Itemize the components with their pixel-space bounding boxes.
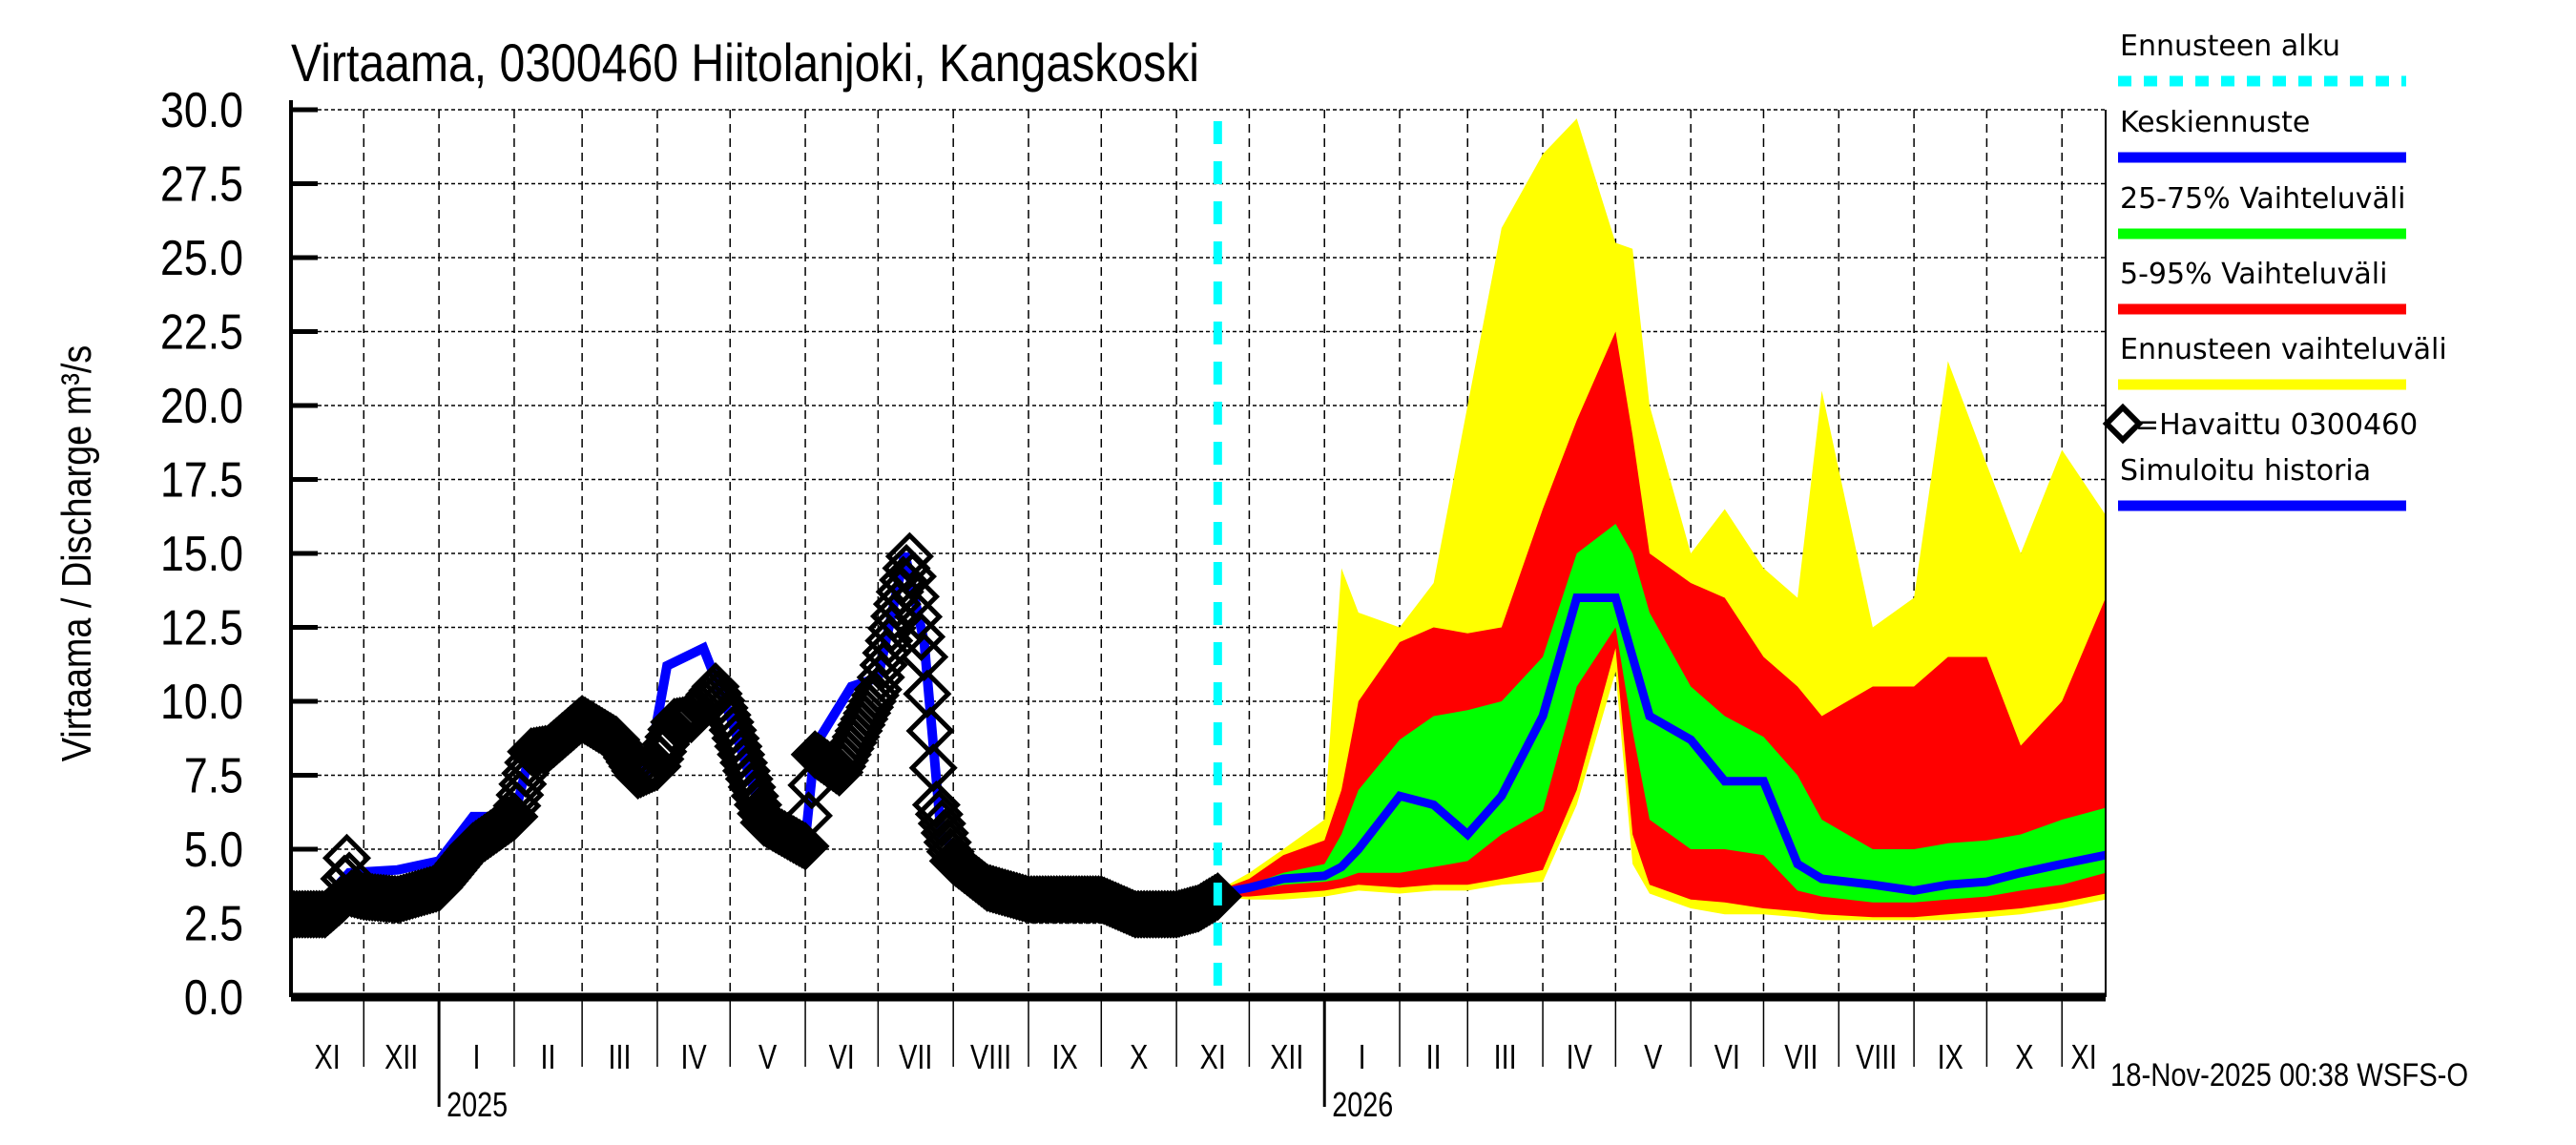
observed-point xyxy=(727,762,777,812)
forecast-bands xyxy=(1217,118,2106,921)
month-label: X xyxy=(2015,1037,2033,1076)
observed-point xyxy=(783,791,833,841)
month-label: XII xyxy=(1270,1037,1303,1076)
y-tick-label: 15.0 xyxy=(160,527,243,582)
legend-label: Ennusteen vaihteluväli xyxy=(2120,333,2447,366)
observed-point xyxy=(914,789,964,839)
month-label: II xyxy=(541,1037,556,1076)
month-label: IV xyxy=(681,1037,707,1076)
y-tick-label: 20.0 xyxy=(160,379,243,434)
month-label: I xyxy=(1359,1037,1366,1076)
month-label: X xyxy=(1130,1037,1148,1076)
axes: 0.0 2.5 5.0 7.5 10.0 12.5 15.0 17.5 20.0 22.5 25.0… xyxy=(160,83,2107,1124)
observed-point xyxy=(724,754,774,803)
month-label: XI xyxy=(315,1037,341,1076)
legend-label: Simuloitu historia xyxy=(2120,454,2371,488)
median-forecast-line xyxy=(1216,593,2106,898)
year-label: 2025 xyxy=(447,1085,508,1124)
month-label: III xyxy=(1494,1037,1517,1076)
observed-point xyxy=(897,612,946,661)
y-tick-label: 12.5 xyxy=(160,600,243,656)
month-label: XI xyxy=(1200,1037,1226,1076)
month-label: IV xyxy=(1567,1037,1592,1076)
timestamp: 18-Nov-2025 00:38 WSFS-O xyxy=(2110,1056,2468,1093)
month-label: VI xyxy=(829,1037,855,1076)
legend-label: Ennusteen alku xyxy=(2120,30,2340,63)
year-label: 2026 xyxy=(1332,1085,1393,1124)
y-tick-label: 22.5 xyxy=(160,304,243,360)
observed-point xyxy=(1193,872,1242,922)
month-label: VII xyxy=(1784,1037,1818,1076)
month-label: VII xyxy=(899,1037,932,1076)
observed-markers xyxy=(291,531,1242,939)
observed-point xyxy=(917,799,966,848)
month-label: XII xyxy=(384,1037,418,1076)
month-label: VIII xyxy=(970,1037,1011,1076)
month-label: VIII xyxy=(1856,1037,1897,1076)
chart-title: Virtaama, 0300460 Hiitolanjoki, Kangasko… xyxy=(291,34,1199,94)
observed-point xyxy=(911,780,961,830)
month-label: I xyxy=(473,1037,481,1076)
legend-label: 5-95% Vaihteluväli xyxy=(2120,258,2387,291)
month-label: IX xyxy=(1938,1037,1963,1076)
y-axis-label: Virtaama / Discharge m³/s xyxy=(52,345,99,761)
observed-point xyxy=(884,531,934,581)
month-label: XI xyxy=(2071,1037,2097,1076)
month-label: V xyxy=(758,1037,777,1076)
month-label: II xyxy=(1426,1037,1442,1076)
legend-diamond-icon xyxy=(2102,403,2144,445)
month-label: III xyxy=(609,1037,632,1076)
legend-label: Keskiennuste xyxy=(2120,106,2310,139)
observed-point xyxy=(890,572,941,621)
y-tick-label: 7.5 xyxy=(184,748,243,803)
observed-point xyxy=(894,592,944,641)
month-label: IX xyxy=(1052,1037,1078,1076)
y-tick-label: 10.0 xyxy=(160,675,243,730)
y-tick-label: 5.0 xyxy=(184,822,243,878)
y-tick-label: 0.0 xyxy=(184,970,243,1026)
y-tick-label: 2.5 xyxy=(184,896,243,951)
month-label: VI xyxy=(1714,1037,1740,1076)
month-label: V xyxy=(1644,1037,1662,1076)
y-tick-label: 25.0 xyxy=(160,231,243,286)
legend: Ennusteen alku Keskiennuste 25-75% Vaihtel… xyxy=(2102,30,2447,511)
legend-label: =Havaittu 0300460 xyxy=(2135,408,2418,442)
observed-point xyxy=(887,552,937,601)
y-tick-label: 30.0 xyxy=(160,83,243,138)
y-tick-label: 17.5 xyxy=(160,452,243,508)
observed-point xyxy=(780,822,830,871)
legend-label: 25-75% Vaihteluväli xyxy=(2120,182,2406,216)
observed-point xyxy=(721,746,771,796)
y-tick-label: 27.5 xyxy=(160,156,243,212)
